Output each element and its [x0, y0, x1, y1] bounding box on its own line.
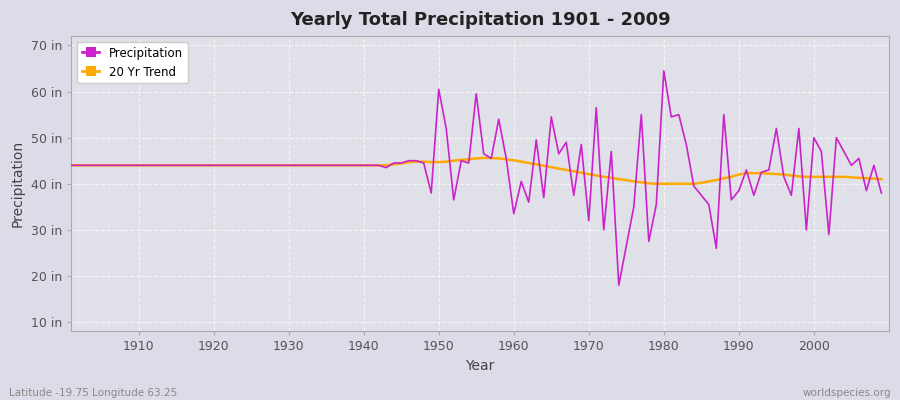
Legend: Precipitation, 20 Yr Trend: Precipitation, 20 Yr Trend — [77, 42, 188, 84]
Y-axis label: Precipitation: Precipitation — [11, 140, 25, 227]
X-axis label: Year: Year — [465, 359, 495, 373]
Text: Latitude -19.75 Longitude 63.25: Latitude -19.75 Longitude 63.25 — [9, 388, 177, 398]
Title: Yearly Total Precipitation 1901 - 2009: Yearly Total Precipitation 1901 - 2009 — [290, 11, 670, 29]
Text: worldspecies.org: worldspecies.org — [803, 388, 891, 398]
